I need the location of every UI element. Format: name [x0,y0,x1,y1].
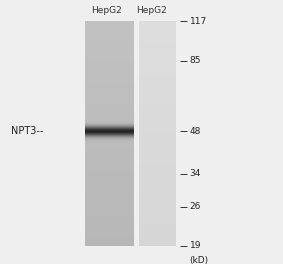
Text: HepG2: HepG2 [136,6,167,15]
Text: 48: 48 [190,127,201,136]
Text: 26: 26 [190,202,201,211]
Text: 34: 34 [190,169,201,178]
Text: 117: 117 [190,17,207,26]
Text: 85: 85 [190,56,201,65]
Text: (kD): (kD) [190,256,209,264]
Text: HepG2: HepG2 [91,6,121,15]
Text: NPT3--: NPT3-- [11,126,44,136]
Text: 19: 19 [190,241,201,250]
